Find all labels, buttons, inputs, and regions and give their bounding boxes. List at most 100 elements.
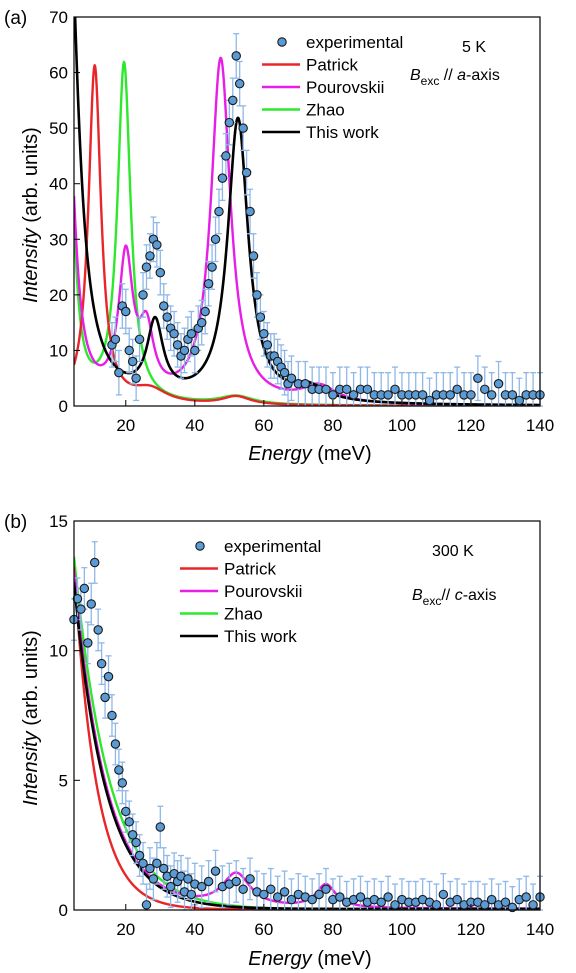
y-tick-label: 30: [49, 230, 68, 249]
data-point: [107, 710, 117, 721]
data-point: [241, 167, 252, 178]
data-point: [528, 900, 538, 910]
data-point: [390, 384, 400, 395]
legend-label-pourovskii: Pourovskii: [224, 582, 302, 601]
legend-marker-experimental: [277, 37, 287, 47]
legend-label-patrick: Patrick: [224, 560, 276, 579]
data-point: [134, 850, 145, 861]
data-point: [514, 395, 525, 406]
panel-a-temperature: 5 K: [462, 39, 486, 56]
data-point: [300, 379, 311, 389]
data-point: [466, 390, 476, 400]
data-point: [145, 863, 155, 874]
x-tick-label: 80: [323, 920, 342, 939]
data-point: [286, 373, 297, 383]
data-point: [124, 817, 134, 827]
data-point: [341, 384, 352, 395]
data-point: [262, 340, 273, 350]
data-point: [203, 278, 214, 289]
data-point: [203, 876, 214, 887]
data-point: [152, 240, 162, 250]
y-tick-label: 40: [49, 175, 68, 194]
data-point: [228, 95, 238, 106]
data-point: [172, 340, 183, 350]
data-point: [110, 334, 121, 345]
data-point: [89, 557, 100, 568]
data-point: [76, 604, 86, 614]
data-point: [335, 892, 345, 902]
data-point: [224, 117, 235, 128]
data-point: [186, 329, 197, 339]
data-point: [348, 390, 359, 400]
data-point: [138, 858, 148, 869]
data-point: [155, 267, 166, 278]
data-point: [127, 356, 138, 367]
y-tick-label: 0: [59, 397, 68, 416]
data-point: [134, 334, 145, 345]
data-point: [114, 765, 124, 775]
x-tick-label: 40: [185, 920, 204, 939]
data-point: [152, 858, 162, 869]
data-point: [259, 889, 269, 900]
panel-a-x-axis-title: Energy (meV): [248, 443, 371, 465]
panel-b-y-axis-title: Intensity (arb. units): [20, 630, 42, 806]
data-point: [210, 866, 221, 876]
legend-label-experimental: experimental: [306, 33, 403, 52]
data-point: [390, 900, 400, 910]
data-point: [110, 739, 121, 749]
data-point: [486, 390, 497, 400]
data-point: [376, 897, 386, 907]
data-point: [162, 312, 172, 322]
data-point: [238, 884, 248, 895]
y-tick-label: 10: [49, 341, 68, 360]
legend-label-this-work: This work: [306, 123, 379, 142]
data-point: [158, 863, 169, 874]
data-point: [186, 889, 197, 900]
data-point: [245, 874, 255, 884]
legend-label-experimental: experimental: [224, 537, 321, 556]
data-point: [83, 638, 93, 648]
panel-b-label: (b): [4, 512, 27, 533]
data-point: [131, 373, 141, 383]
x-tick-label: 100: [388, 416, 416, 435]
series-line-pourovskii: [74, 571, 540, 910]
data-point: [314, 889, 324, 900]
data-point: [103, 671, 114, 682]
panel-b-data-points: [69, 557, 545, 913]
data-point: [210, 234, 221, 245]
legend-label-zhao: Zhao: [224, 605, 263, 624]
data-point: [96, 658, 107, 669]
x-tick-label: 120: [457, 920, 485, 939]
y-tick-label: 70: [49, 8, 68, 27]
data-point: [507, 390, 518, 400]
x-tick-label: 140: [526, 416, 554, 435]
panel-b: 20 40 60 80 100 120 140 0 5 10 15 (b) Energy (meV)…: [4, 512, 554, 970]
panel-a-field-annotation: Bexc // a-axis: [410, 67, 500, 88]
panel-a-axes: [73, 16, 541, 407]
data-point: [521, 892, 531, 902]
panel-b-x-axis-title: Energy (meV): [248, 948, 371, 970]
data-point: [141, 900, 152, 910]
data-point: [279, 887, 290, 897]
data-point: [480, 384, 490, 395]
data-point: [424, 395, 435, 406]
x-tick-label: 80: [323, 416, 342, 435]
data-point: [100, 692, 110, 703]
data-point: [355, 892, 366, 902]
data-point: [214, 206, 224, 217]
data-point: [165, 881, 176, 892]
data-point: [431, 900, 442, 910]
data-point: [93, 625, 103, 635]
data-point: [266, 884, 276, 895]
data-point: [79, 583, 90, 594]
y-tick-label: 50: [49, 119, 68, 138]
data-point: [307, 894, 317, 905]
data-point: [207, 262, 217, 272]
x-tick-label: 20: [116, 920, 135, 939]
data-point: [234, 78, 245, 89]
data-point: [500, 897, 511, 907]
data-point: [148, 874, 159, 884]
x-tick-label: 60: [254, 920, 273, 939]
data-point: [231, 51, 241, 61]
x-tick-label: 20: [116, 416, 135, 435]
